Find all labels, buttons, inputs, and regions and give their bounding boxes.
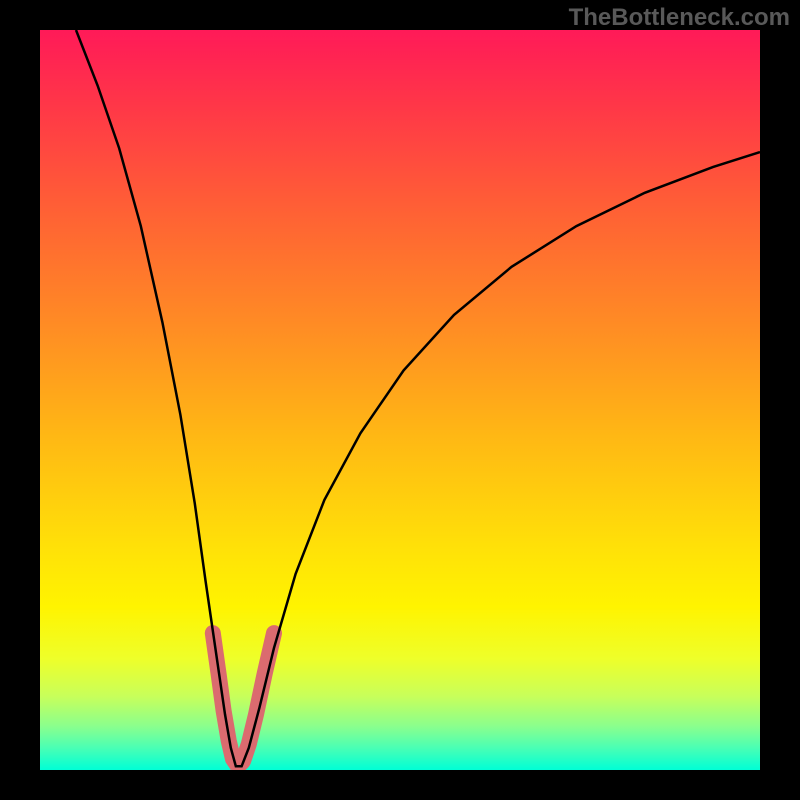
watermark-text: TheBottleneck.com xyxy=(569,4,790,32)
plot-area xyxy=(40,30,760,770)
bottleneck-curve xyxy=(76,30,760,766)
curve-overlay xyxy=(40,30,760,770)
